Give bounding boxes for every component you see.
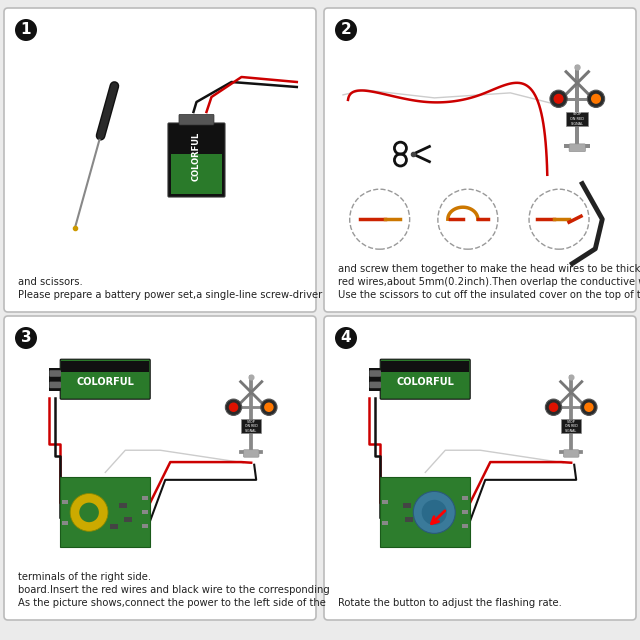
- FancyBboxPatch shape: [241, 419, 261, 433]
- FancyBboxPatch shape: [381, 361, 469, 372]
- FancyBboxPatch shape: [324, 316, 636, 620]
- Circle shape: [550, 90, 567, 108]
- FancyBboxPatch shape: [124, 517, 132, 522]
- Circle shape: [422, 500, 447, 525]
- Circle shape: [529, 189, 589, 249]
- FancyBboxPatch shape: [382, 500, 388, 504]
- FancyBboxPatch shape: [49, 370, 61, 377]
- Text: COLORFUL: COLORFUL: [396, 377, 454, 387]
- Text: COLORFUL: COLORFUL: [192, 132, 201, 181]
- Text: Use the scissors to cut off the insulated cover on the top of the: Use the scissors to cut off the insulate…: [338, 290, 640, 300]
- Circle shape: [228, 403, 238, 412]
- FancyBboxPatch shape: [369, 381, 381, 388]
- Circle shape: [548, 403, 558, 412]
- FancyBboxPatch shape: [369, 370, 381, 377]
- Circle shape: [260, 399, 277, 415]
- FancyBboxPatch shape: [60, 477, 150, 547]
- Circle shape: [15, 19, 37, 41]
- Text: 2: 2: [340, 22, 351, 38]
- FancyBboxPatch shape: [49, 368, 61, 390]
- FancyBboxPatch shape: [142, 524, 148, 529]
- Text: 3: 3: [20, 330, 31, 346]
- FancyBboxPatch shape: [382, 521, 388, 525]
- FancyBboxPatch shape: [566, 112, 588, 126]
- Text: red wires,about 5mm(0.2inch).Then overlap the conductive wire: red wires,about 5mm(0.2inch).Then overla…: [338, 277, 640, 287]
- Circle shape: [591, 94, 601, 104]
- Circle shape: [438, 189, 498, 249]
- Text: 4: 4: [340, 330, 351, 346]
- Circle shape: [580, 399, 597, 415]
- FancyBboxPatch shape: [49, 381, 61, 388]
- Text: As the picture shows,connect the power to the left side of the: As the picture shows,connect the power t…: [18, 598, 326, 608]
- Circle shape: [349, 189, 410, 249]
- Text: COLORFUL: COLORFUL: [76, 377, 134, 387]
- FancyBboxPatch shape: [171, 154, 222, 194]
- Circle shape: [79, 502, 99, 522]
- FancyBboxPatch shape: [380, 477, 470, 547]
- FancyBboxPatch shape: [61, 361, 149, 372]
- Text: Please prepare a battery power set,a single-line screw-driver: Please prepare a battery power set,a sin…: [18, 290, 323, 300]
- FancyBboxPatch shape: [462, 497, 468, 500]
- Text: board.Insert the red wires and black wire to the corresponding: board.Insert the red wires and black wir…: [18, 585, 330, 595]
- FancyBboxPatch shape: [62, 521, 68, 525]
- FancyBboxPatch shape: [179, 115, 214, 125]
- FancyBboxPatch shape: [462, 511, 468, 515]
- FancyBboxPatch shape: [569, 144, 586, 152]
- Text: terminals of the right side.: terminals of the right side.: [18, 572, 151, 582]
- Text: STOP
ON RED
SIGNAL: STOP ON RED SIGNAL: [564, 420, 578, 433]
- Circle shape: [15, 327, 37, 349]
- FancyBboxPatch shape: [462, 524, 468, 529]
- FancyBboxPatch shape: [4, 316, 316, 620]
- FancyBboxPatch shape: [142, 497, 148, 500]
- Circle shape: [70, 493, 108, 531]
- Circle shape: [264, 403, 274, 412]
- Circle shape: [584, 403, 594, 412]
- FancyBboxPatch shape: [380, 359, 470, 399]
- Circle shape: [545, 399, 562, 415]
- FancyBboxPatch shape: [110, 524, 118, 529]
- FancyBboxPatch shape: [403, 503, 412, 508]
- FancyBboxPatch shape: [142, 511, 148, 515]
- FancyBboxPatch shape: [60, 359, 150, 399]
- FancyBboxPatch shape: [405, 517, 413, 522]
- Text: and screw them together to make the head wires to be thicker.: and screw them together to make the head…: [338, 264, 640, 274]
- Text: 1: 1: [20, 22, 31, 38]
- FancyBboxPatch shape: [563, 450, 579, 457]
- Text: STOP
ON RED
SIGNAL: STOP ON RED SIGNAL: [244, 420, 258, 433]
- FancyBboxPatch shape: [4, 8, 316, 312]
- Circle shape: [225, 399, 242, 415]
- Text: and scissors.: and scissors.: [18, 277, 83, 287]
- FancyBboxPatch shape: [324, 8, 636, 312]
- FancyBboxPatch shape: [119, 503, 127, 508]
- Circle shape: [588, 90, 605, 108]
- FancyBboxPatch shape: [168, 123, 225, 197]
- Text: STOP
ON RED
SIGNAL: STOP ON RED SIGNAL: [570, 113, 584, 125]
- FancyBboxPatch shape: [243, 450, 259, 457]
- FancyBboxPatch shape: [369, 368, 381, 390]
- Text: Rotate the button to adjust the flashing rate.: Rotate the button to adjust the flashing…: [338, 598, 562, 608]
- Circle shape: [413, 492, 455, 533]
- Circle shape: [335, 19, 357, 41]
- Circle shape: [554, 94, 564, 104]
- Circle shape: [335, 327, 357, 349]
- FancyBboxPatch shape: [561, 419, 581, 433]
- FancyBboxPatch shape: [62, 500, 68, 504]
